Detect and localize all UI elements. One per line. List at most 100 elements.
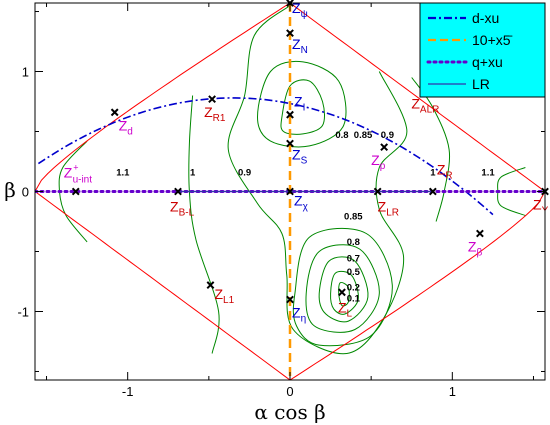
point-z-r1: ZR1: [204, 95, 226, 124]
point-label-base: Z: [292, 0, 301, 16]
contour-value-label: 0.5: [347, 267, 361, 278]
point-marker: [286, 295, 294, 304]
contour-value-label: 0.9: [381, 130, 394, 141]
legend-label: d-xu: [472, 10, 499, 26]
point-label-base: Z: [294, 94, 303, 110]
y-tick-label: 1: [22, 65, 29, 80]
point-z-s: ZS: [286, 139, 308, 167]
point-label-base: Z: [437, 162, 446, 178]
point-z-b-l: ZB-L: [170, 187, 195, 219]
point-marker: [428, 187, 437, 196]
y-tick-label: 0: [22, 185, 29, 200]
point-label: ZL: [338, 299, 353, 319]
point-marker: [110, 108, 119, 117]
point-label-sub: S: [301, 156, 308, 167]
y-axis-title: β: [4, 178, 16, 202]
point-marker: [286, 110, 294, 119]
point-label-base: Z: [64, 165, 73, 181]
point-marker: [286, 187, 294, 196]
contour-value-label: 0.2: [347, 282, 360, 293]
point-z-l: ZL: [338, 288, 353, 319]
contour-value-label: 0.85: [354, 130, 373, 141]
point-label-base: Z: [292, 36, 301, 52]
point-label: Zβ: [468, 238, 483, 258]
contour-value-label: 0.8: [347, 237, 360, 248]
x-tick-label: 0: [286, 384, 293, 399]
point-z-p: Zp: [371, 143, 389, 172]
point-marker: [286, 139, 294, 148]
point-label-base: Z: [338, 299, 347, 315]
point-marker: [286, 29, 294, 38]
contour-loop: [338, 281, 350, 307]
point-label-sup: +: [73, 163, 78, 173]
point-z-u-int-: Z+ u-int: [64, 163, 93, 196]
point-label-base: Z: [170, 199, 179, 215]
point-label-sub: N: [301, 45, 308, 56]
contour-loop: [280, 79, 325, 135]
contour-value-label: 0.85: [344, 212, 363, 223]
x-tick-label: -1: [122, 384, 134, 399]
point-label-base: Z: [378, 199, 387, 215]
point-label: Zψ: [292, 0, 308, 20]
point-label-sub: η: [301, 313, 307, 324]
point-label-sub: p: [380, 161, 386, 172]
series-d-xu: [37, 97, 494, 216]
point-label-base: Z: [468, 238, 477, 254]
point-label-sub: LR: [386, 208, 399, 219]
point-marker: [476, 229, 484, 238]
point-label: ZALR: [411, 96, 439, 116]
point-label: ZS: [292, 147, 308, 167]
point-label-base: Z: [411, 96, 420, 112]
legend: d-xu 10+x5̄ q+xu LR: [419, 2, 546, 98]
point-label: Z+ u-int: [64, 163, 93, 186]
contour-value-label: 1.1: [116, 167, 130, 178]
contour-labels: 1.1 1 0.9 0.8 0.85 0.9 1 1.1 0.85 0.8 0.7 0.5 0.20.1: [116, 130, 495, 304]
contour-value-label: 0.7: [347, 254, 360, 265]
point-label-sub: R1: [213, 113, 226, 124]
point-label: Zd: [119, 117, 133, 137]
point-marker: [206, 281, 215, 289]
point-label-sub: L1: [223, 295, 235, 306]
point-marker: [208, 95, 216, 104]
contour-curve: [227, 5, 408, 355]
point-marker: [338, 288, 346, 297]
point-label-sub: R: [445, 171, 452, 182]
contour-value-label: 1.1: [481, 167, 495, 178]
point-label-sub: ALR: [420, 105, 439, 116]
point-label: ZB-L: [170, 199, 195, 219]
point-label-sub: d: [127, 126, 133, 137]
point-label-sub: B-L: [179, 208, 195, 219]
point-label: ZL1: [214, 286, 234, 306]
point-label-sub: ψ: [301, 9, 308, 20]
point-z-: Zη: [286, 295, 307, 324]
point-label: ZLR: [378, 199, 399, 219]
point-label-sub: β: [476, 247, 482, 258]
point-z-r: ZR: [428, 162, 453, 196]
axis-tick-labels: -1 0 1 -1 0 1: [17, 65, 455, 399]
point-z-d: Zd: [110, 108, 133, 137]
point-z-l1: ZL1: [206, 281, 235, 306]
contour-curve: [188, 95, 220, 354]
point-z-i: ZI: [286, 94, 305, 119]
contour-loop: [256, 60, 347, 148]
point-label: ZI: [294, 94, 305, 114]
point-label-base: Z: [292, 304, 301, 320]
contour-value-label: 0.9: [238, 167, 251, 178]
point-label: ZR: [437, 162, 453, 182]
point-label: ZR1: [204, 104, 226, 124]
point-marker: [373, 187, 382, 196]
point-z-n: ZN: [286, 29, 308, 56]
point-marker: [380, 143, 389, 152]
point-label-sub: I: [303, 103, 306, 114]
contour-value-label: 0.8: [335, 130, 348, 141]
point-z-: Zχ: [286, 187, 309, 213]
contour-value-label: 0.1: [347, 293, 361, 304]
point-label: ZN: [292, 36, 308, 56]
contour-value-label: 1: [430, 167, 436, 178]
contour-loop: [330, 270, 359, 315]
point-z-lr: ZLR: [373, 187, 399, 219]
point-z-: Zβ: [468, 229, 484, 258]
point-marker: [174, 187, 182, 196]
